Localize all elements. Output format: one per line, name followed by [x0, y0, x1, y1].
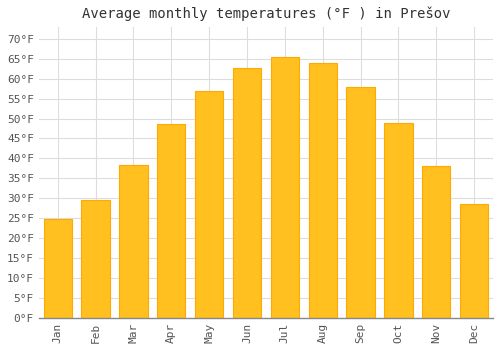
Bar	[422, 166, 450, 318]
Bar	[346, 88, 375, 318]
Title: Average monthly temperatures (°F ) in Prešov: Average monthly temperatures (°F ) in Pr…	[82, 7, 450, 21]
Bar	[82, 200, 110, 318]
Bar	[44, 219, 72, 318]
Bar	[157, 124, 186, 318]
Bar	[460, 204, 488, 318]
Bar	[233, 68, 261, 318]
Bar	[195, 91, 224, 318]
Bar	[270, 57, 299, 318]
Bar	[119, 165, 148, 318]
Bar	[308, 63, 337, 318]
Bar	[384, 122, 412, 318]
